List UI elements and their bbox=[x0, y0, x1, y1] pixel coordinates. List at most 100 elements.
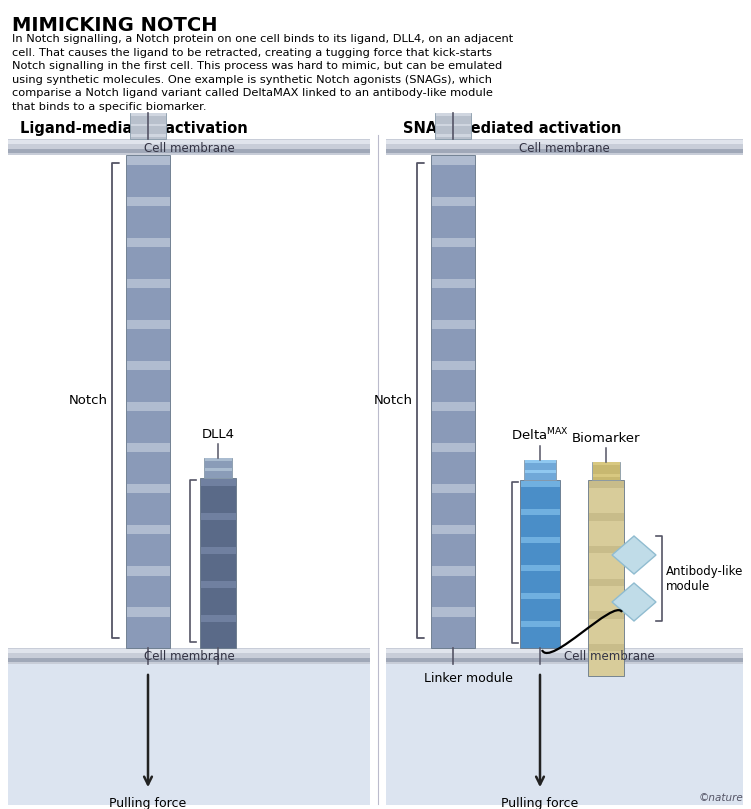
Bar bbox=[386, 664, 743, 805]
Bar bbox=[593, 474, 620, 477]
Bar bbox=[201, 615, 236, 622]
Bar bbox=[204, 458, 232, 478]
Bar bbox=[432, 525, 475, 535]
Text: DLL4: DLL4 bbox=[201, 428, 234, 441]
Bar bbox=[432, 443, 475, 452]
Bar bbox=[432, 238, 475, 247]
Polygon shape bbox=[612, 583, 656, 621]
Text: ©nature: ©nature bbox=[698, 793, 743, 803]
Bar bbox=[126, 402, 170, 411]
Bar bbox=[8, 139, 370, 155]
Bar bbox=[126, 197, 170, 205]
Bar bbox=[589, 513, 623, 520]
Bar bbox=[589, 578, 623, 586]
Bar bbox=[8, 149, 370, 153]
Text: Linker module: Linker module bbox=[424, 672, 512, 685]
Bar bbox=[126, 361, 170, 371]
Bar bbox=[432, 320, 475, 329]
Bar bbox=[432, 566, 475, 575]
Text: Ligand-mediated activation: Ligand-mediated activation bbox=[20, 121, 248, 136]
Text: Delta$^\mathregular{MAX}$: Delta$^\mathregular{MAX}$ bbox=[511, 426, 569, 443]
Bar bbox=[589, 644, 623, 651]
Bar bbox=[386, 149, 743, 153]
Text: Pulling force
generated: Pulling force generated bbox=[502, 797, 578, 809]
Bar bbox=[126, 443, 170, 452]
Text: Notch signalling in the first cell. This process was hard to mimic, but can be e: Notch signalling in the first cell. This… bbox=[12, 61, 502, 71]
Bar bbox=[432, 361, 475, 371]
Text: Notch: Notch bbox=[69, 394, 108, 407]
Bar bbox=[520, 536, 559, 543]
Bar bbox=[589, 481, 623, 488]
Bar bbox=[588, 480, 624, 676]
Bar bbox=[8, 649, 370, 653]
Text: SNAG-mediated activation: SNAG-mediated activation bbox=[403, 121, 621, 136]
Bar bbox=[432, 608, 475, 616]
Bar bbox=[592, 462, 620, 480]
Text: Antibody-like
module: Antibody-like module bbox=[666, 565, 743, 592]
Bar bbox=[520, 509, 559, 515]
Bar bbox=[432, 402, 475, 411]
Bar bbox=[8, 664, 370, 805]
Bar bbox=[386, 140, 743, 144]
Text: Notch: Notch bbox=[374, 394, 413, 407]
Text: that binds to a specific biomarker.: that binds to a specific biomarker. bbox=[12, 101, 207, 112]
Text: MIMICKING NOTCH: MIMICKING NOTCH bbox=[12, 16, 218, 35]
Bar bbox=[8, 648, 370, 664]
Bar bbox=[386, 649, 743, 653]
Bar bbox=[8, 658, 370, 662]
Bar bbox=[126, 279, 170, 288]
Text: In Notch signalling, a Notch protein on one cell binds to its ligand, DLL4, on a: In Notch signalling, a Notch protein on … bbox=[12, 34, 513, 44]
Text: comparise a Notch ligand variant called DeltaMAX linked to an antibody-like modu: comparise a Notch ligand variant called … bbox=[12, 88, 493, 98]
Bar bbox=[126, 525, 170, 535]
Polygon shape bbox=[612, 536, 656, 574]
Bar bbox=[593, 462, 620, 465]
Bar bbox=[126, 566, 170, 575]
Bar bbox=[204, 459, 231, 461]
Bar bbox=[126, 155, 170, 648]
Bar bbox=[126, 484, 170, 493]
Bar bbox=[126, 320, 170, 329]
Bar bbox=[432, 484, 475, 493]
Bar bbox=[589, 611, 623, 619]
Bar bbox=[436, 134, 470, 137]
Bar bbox=[386, 658, 743, 662]
Bar bbox=[520, 565, 559, 571]
Bar bbox=[524, 470, 556, 472]
Bar bbox=[524, 460, 556, 480]
Bar bbox=[520, 592, 559, 599]
Bar bbox=[201, 478, 236, 486]
Bar bbox=[8, 140, 370, 144]
Text: Biomarker: Biomarker bbox=[572, 432, 641, 445]
Bar bbox=[436, 124, 470, 126]
Bar bbox=[386, 155, 743, 648]
Bar bbox=[386, 139, 743, 155]
Bar bbox=[431, 155, 475, 648]
Bar bbox=[131, 113, 165, 116]
Bar bbox=[432, 155, 475, 165]
Bar bbox=[201, 581, 236, 588]
Text: using synthetic molecules. One example is synthetic Notch agonists (SNAGs), whic: using synthetic molecules. One example i… bbox=[12, 74, 492, 84]
Bar bbox=[520, 481, 559, 487]
Bar bbox=[386, 648, 743, 664]
Bar bbox=[126, 238, 170, 247]
Bar bbox=[130, 113, 166, 139]
Bar bbox=[520, 621, 559, 627]
Bar bbox=[126, 608, 170, 616]
Bar bbox=[520, 480, 560, 648]
Bar bbox=[131, 124, 165, 126]
Text: cell. That causes the ligand to be retracted, creating a tugging force that kick: cell. That causes the ligand to be retra… bbox=[12, 48, 492, 57]
Bar bbox=[126, 155, 170, 165]
Bar bbox=[131, 134, 165, 137]
Bar bbox=[201, 547, 236, 554]
Bar bbox=[201, 512, 236, 520]
Text: Cell membrane: Cell membrane bbox=[564, 650, 655, 663]
Bar bbox=[200, 478, 236, 648]
Bar bbox=[432, 279, 475, 288]
Text: Cell membrane: Cell membrane bbox=[519, 142, 609, 155]
Bar bbox=[8, 155, 370, 648]
Bar bbox=[524, 460, 556, 463]
Text: Pulling force
generated: Pulling force generated bbox=[110, 797, 187, 809]
Bar bbox=[204, 468, 231, 471]
Text: Cell membrane: Cell membrane bbox=[143, 650, 234, 663]
Bar bbox=[435, 113, 471, 139]
